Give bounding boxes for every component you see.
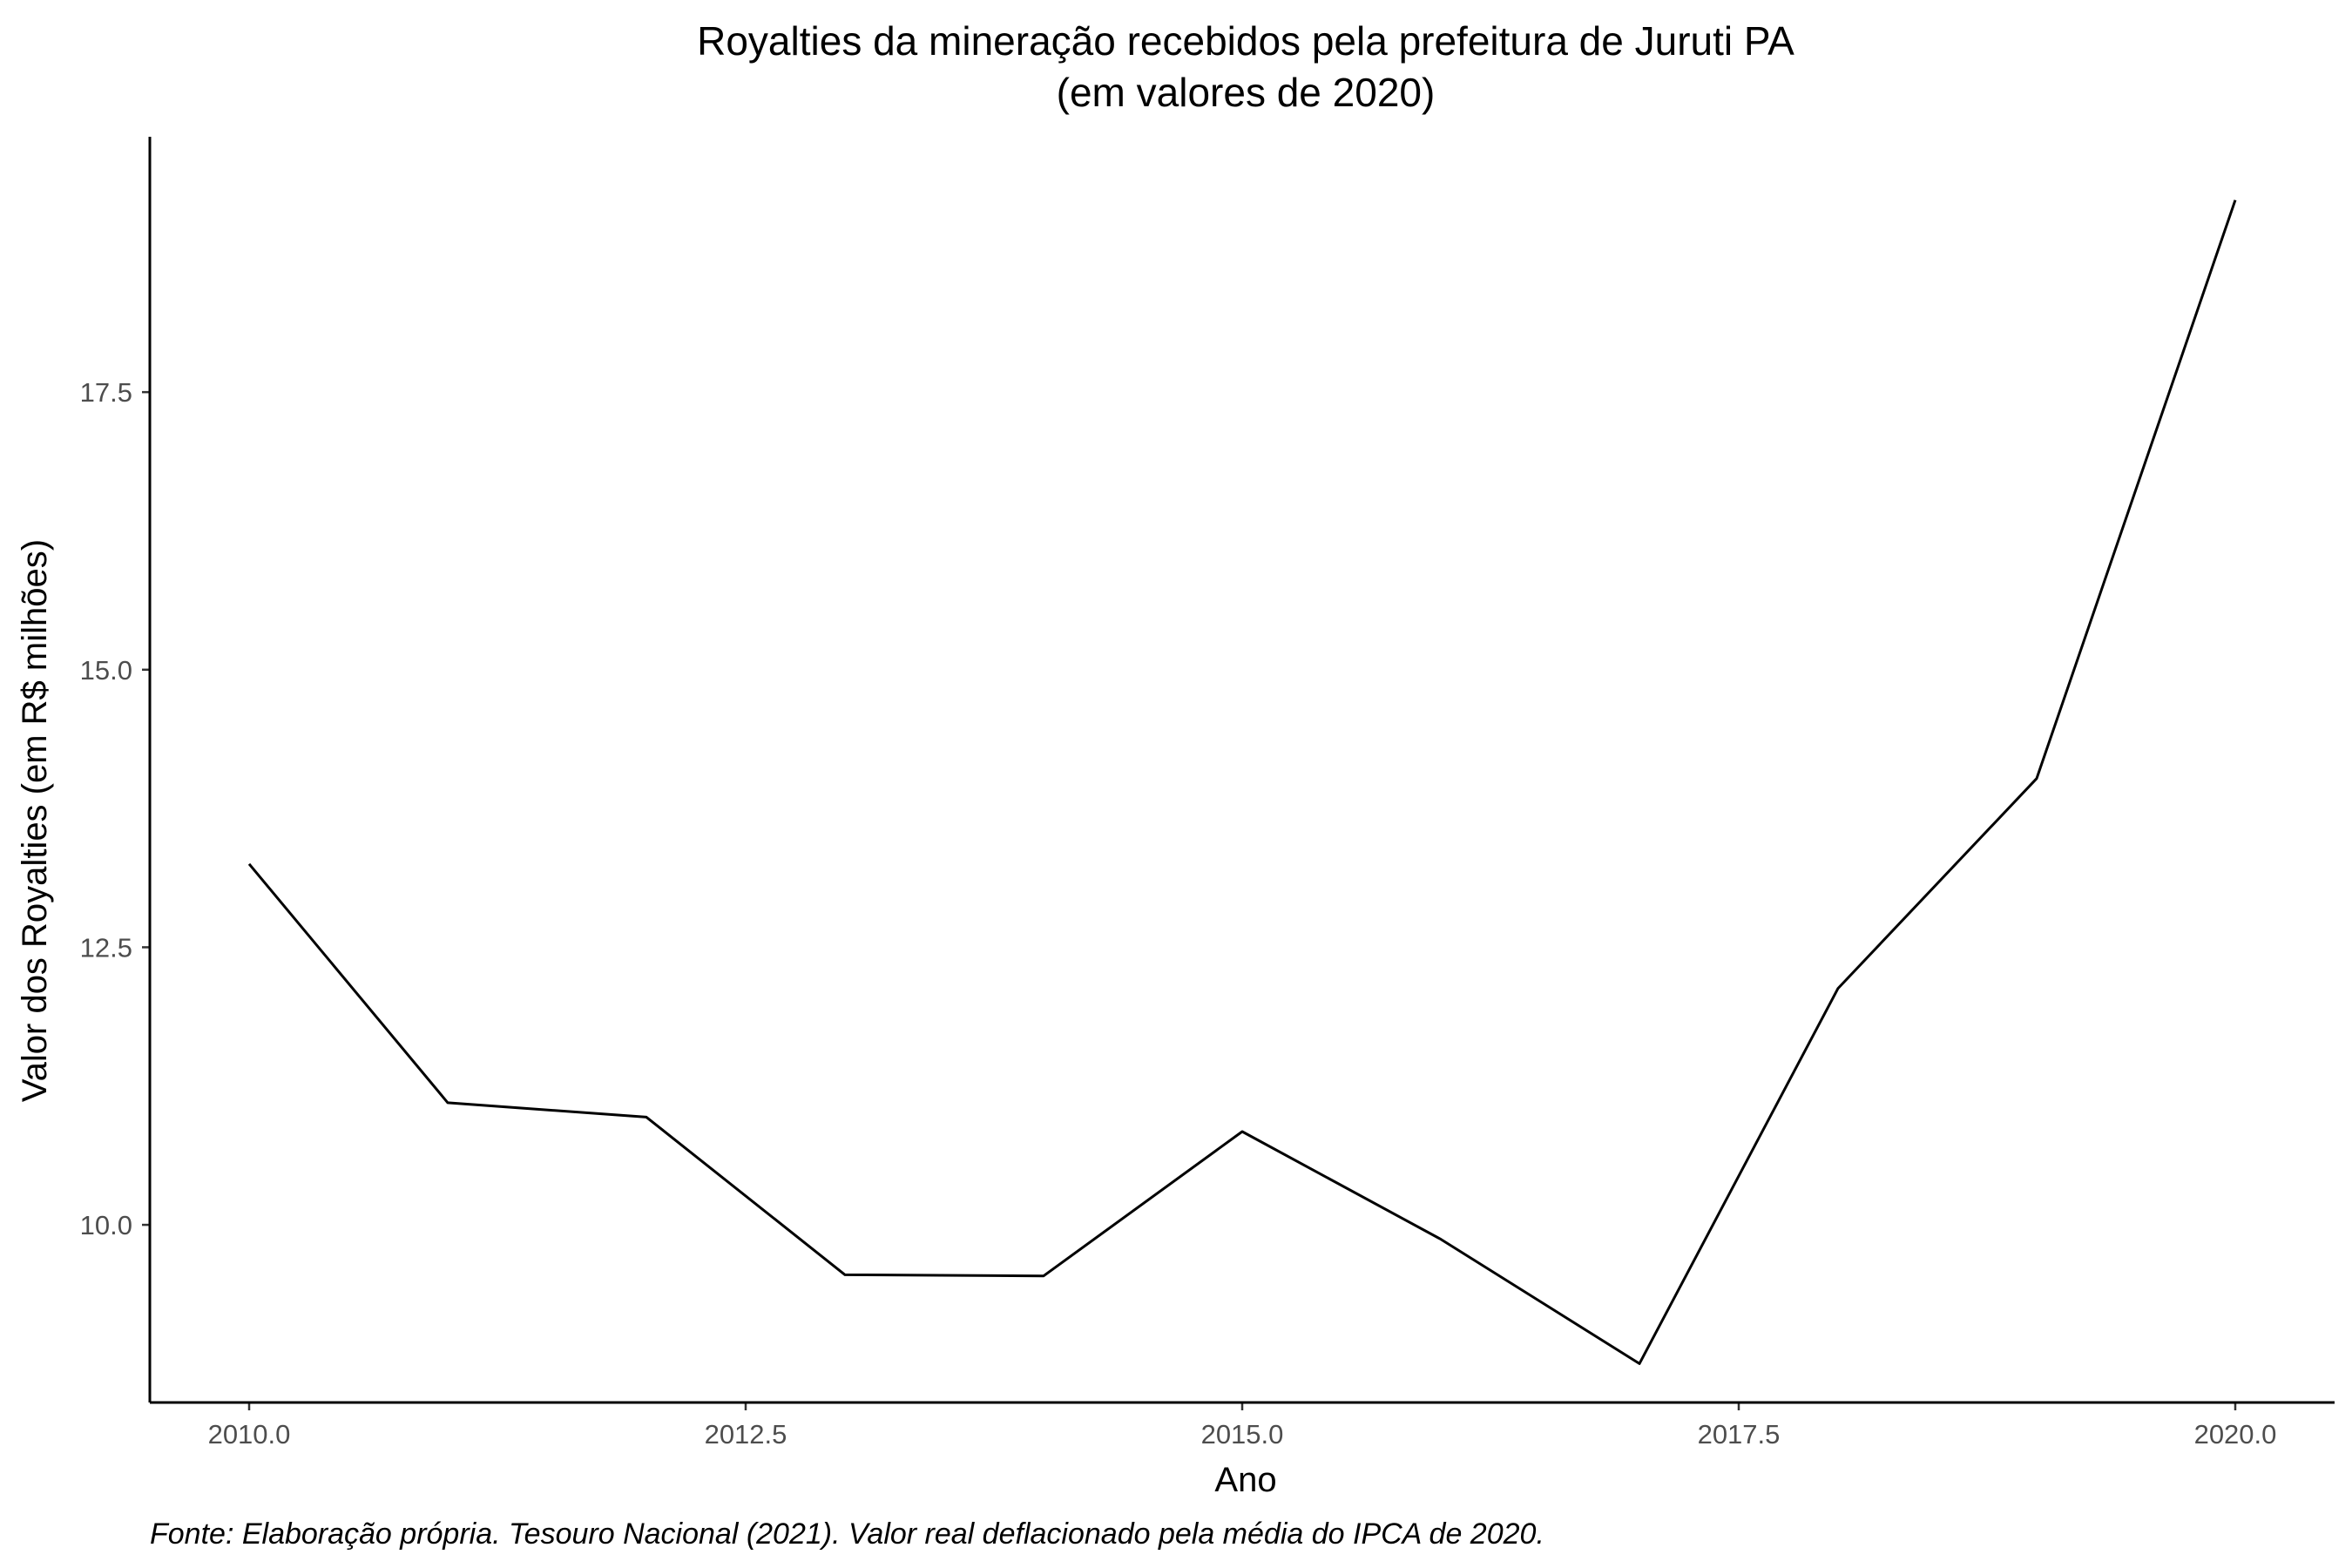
chart-subtitle: (em valores de 2020) — [1057, 70, 1436, 115]
x-tick-label: 2012.5 — [705, 1419, 787, 1450]
plot-area: 10.0 12.5 15.0 17.5 2010.0 2012.5 2015.0 2017.… — [80, 137, 2335, 1450]
chart-caption: Fonte: Elaboração própria. Tesouro Nacio… — [150, 1517, 1544, 1551]
x-tick-label: 2015.0 — [1201, 1419, 1284, 1450]
x-axis-title: Ano — [1214, 1461, 1276, 1499]
chart-title: Royalties da mineração recebidos pela pr… — [697, 18, 1794, 64]
y-axis-title: Valor dos Royalties (em R$ milhões) — [16, 539, 54, 1102]
y-tick-label: 12.5 — [80, 932, 132, 963]
y-tick-label: 10.0 — [80, 1210, 132, 1240]
x-axis-ticks: 2010.0 2012.5 2015.0 2017.5 2020.0 — [208, 1402, 2277, 1450]
y-tick-label: 15.0 — [80, 655, 132, 686]
y-tick-label: 17.5 — [80, 377, 132, 408]
x-tick-label: 2010.0 — [208, 1419, 291, 1450]
series-line — [247, 199, 2237, 1365]
y-axis-ticks: 10.0 12.5 15.0 17.5 — [80, 377, 150, 1240]
x-tick-label: 2020.0 — [2194, 1419, 2277, 1450]
x-tick-label: 2017.5 — [1698, 1419, 1781, 1450]
